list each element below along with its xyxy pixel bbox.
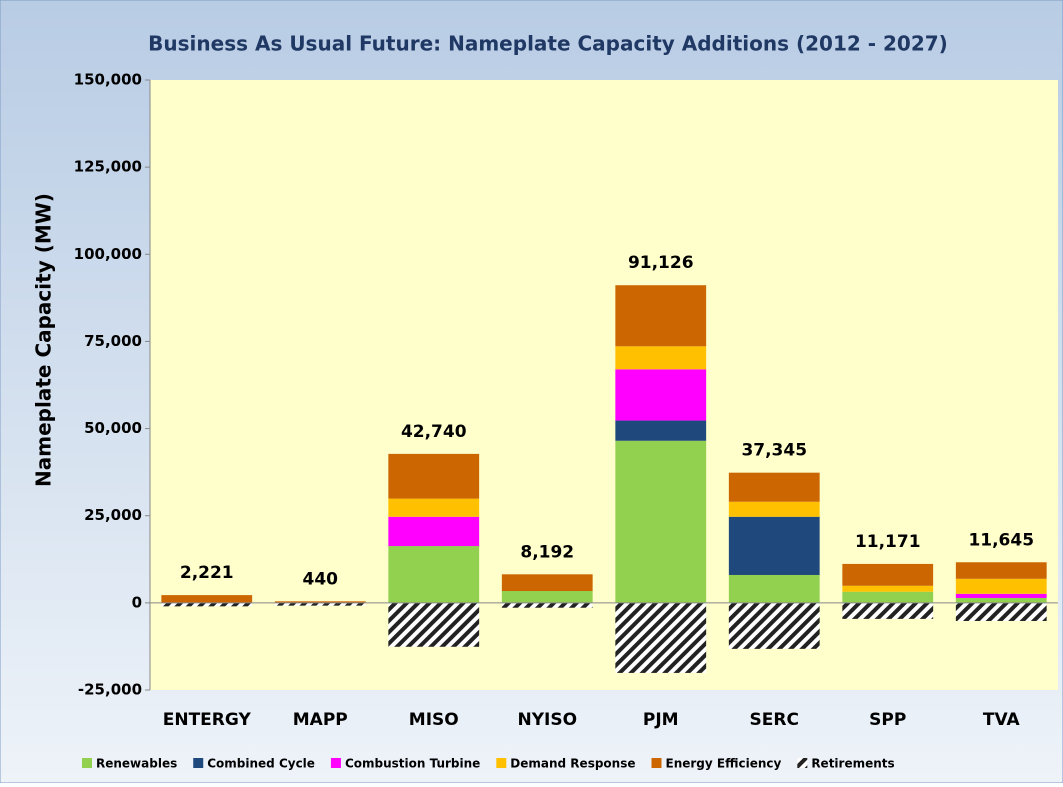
y-tick-label: 0	[132, 593, 142, 611]
bar-segment	[615, 420, 707, 441]
bar-segment	[615, 602, 707, 673]
bar-segment	[728, 501, 820, 517]
legend-label: Energy Efficiency	[666, 757, 782, 771]
legend-swatch	[330, 758, 341, 768]
y-tick-label: 50,000	[84, 419, 142, 437]
bar-segment	[501, 574, 593, 592]
x-tick-label: SERC	[750, 710, 799, 730]
legend-swatch	[797, 758, 808, 768]
bar-segment	[274, 601, 366, 603]
bar-segment	[728, 472, 820, 502]
bar-segment	[615, 346, 707, 370]
x-tick-label: SPP	[869, 710, 906, 730]
bar-segment	[161, 602, 253, 607]
x-tick-label: MAPP	[293, 710, 348, 730]
legend-swatch	[651, 758, 662, 768]
bar-segment	[161, 595, 253, 603]
bar-segment	[955, 578, 1047, 594]
legend-swatch	[193, 758, 204, 768]
total-label: 11,171	[855, 532, 921, 552]
bar-segment	[842, 602, 934, 619]
bar-segment	[955, 593, 1047, 598]
x-tick-label: PJM	[643, 710, 679, 730]
bar-segment	[274, 602, 366, 606]
total-label: 11,645	[968, 530, 1034, 550]
bar-segment	[388, 498, 480, 517]
legend-label: Combustion Turbine	[345, 757, 480, 771]
legend-swatch	[82, 758, 92, 768]
y-tick-label: 150,000	[74, 71, 142, 89]
bar-segment	[728, 574, 820, 603]
y-tick-label: 75,000	[84, 332, 142, 350]
bar-segment	[388, 516, 480, 547]
legend-label: Demand Response	[510, 757, 635, 771]
total-label: 91,126	[628, 253, 694, 273]
bar-segment	[955, 597, 1047, 603]
y-tick-label: 100,000	[74, 245, 142, 263]
bar-segment	[388, 453, 480, 499]
bar-segment	[842, 591, 934, 603]
bar-segment	[388, 602, 480, 647]
bar-segment	[728, 516, 820, 575]
x-tick-label: ENTERGY	[163, 710, 252, 730]
y-tick-label: 25,000	[84, 506, 142, 524]
y-tick-label: 125,000	[74, 158, 142, 176]
y-tick-label: -25,000	[78, 681, 142, 699]
bar-segment	[388, 546, 480, 603]
x-tick-label: MISO	[409, 710, 459, 730]
legend-swatch	[496, 758, 507, 768]
chart-title: Business As Usual Future: Nameplate Capa…	[148, 32, 948, 56]
bar-segment	[615, 440, 707, 603]
bar-segment	[615, 285, 707, 347]
total-label: 2,221	[180, 563, 234, 583]
bar-segment	[955, 562, 1047, 579]
bar-segment	[955, 602, 1047, 621]
bar-segment	[615, 369, 707, 421]
x-tick-label: NYISO	[517, 710, 577, 730]
legend-label: Combined Cycle	[207, 757, 315, 771]
bar-segment	[728, 602, 820, 649]
total-label: 37,345	[741, 441, 807, 461]
bar-segment	[842, 585, 934, 592]
total-label: 440	[303, 569, 339, 589]
bar-segment	[501, 602, 593, 608]
legend-label: Renewables	[96, 757, 177, 771]
bar-segment	[501, 591, 593, 603]
legend-label: Retirements	[811, 757, 894, 771]
total-label: 42,740	[401, 422, 467, 442]
y-axis-title: Nameplate Capacity (MW)	[32, 193, 56, 487]
total-label: 8,192	[520, 542, 574, 562]
bar-segment	[842, 563, 934, 586]
x-tick-label: TVA	[983, 710, 1021, 730]
